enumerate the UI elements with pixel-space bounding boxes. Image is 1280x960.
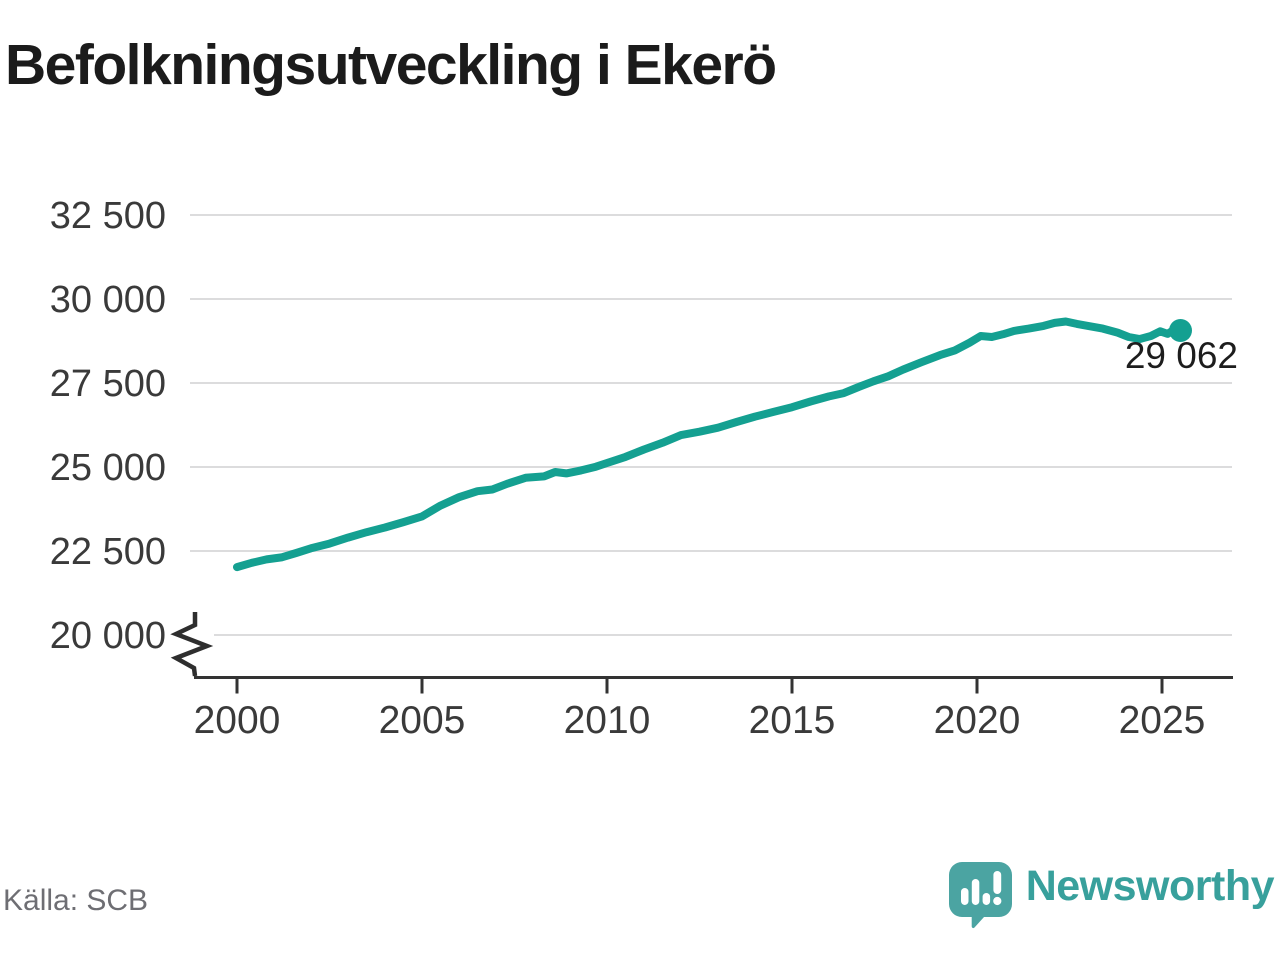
y-tick-labels: 32 500 30 000 27 500 25 000 22 500 20 000 (50, 195, 166, 657)
x-tick-label: 2015 (749, 699, 836, 742)
logo-bar-3 (982, 893, 990, 905)
y-tick-label: 25 000 (50, 447, 166, 489)
newsworthy-logo-icon (948, 862, 1012, 929)
newsworthy-logo: Newsworthy (948, 861, 1275, 929)
y-tick-label: 22 500 (50, 531, 166, 573)
x-tick-label: 2000 (194, 699, 281, 742)
logo-bubble-shape (948, 862, 1012, 929)
y-tick-label: 32 500 (50, 195, 166, 237)
x-tick-label: 2020 (934, 699, 1021, 742)
newsworthy-logo-text: Newsworthy (1025, 862, 1275, 910)
x-tick-label: 2010 (564, 699, 651, 742)
logo-bar-1 (960, 888, 969, 905)
latest-value-label: 29 062 (1125, 335, 1238, 376)
x-tick-label: 2025 (1119, 699, 1206, 742)
x-tick-label: 2005 (379, 699, 466, 742)
logo-bar-2 (971, 879, 980, 905)
y-tick-label: 30 000 (50, 279, 166, 321)
population-line (233, 317, 1185, 572)
axis-break-icon (170, 612, 214, 677)
y-gridlines (190, 214, 1232, 636)
latest-point-marker (1169, 319, 1192, 343)
page-title: Befolkningsutveckling i Ekerö (5, 33, 777, 97)
x-tick-labels: 2000 2005 2010 2015 2020 2025 (194, 699, 1206, 742)
source-caption: Källa: SCB (3, 884, 149, 917)
logo-exclamation-bar (993, 871, 1001, 894)
y-tick-label: 20 000 (50, 615, 166, 657)
x-axis-ticks (235, 679, 1164, 694)
y-tick-label: 27 500 (50, 363, 166, 405)
logo-exclamation-dot (992, 896, 1002, 906)
